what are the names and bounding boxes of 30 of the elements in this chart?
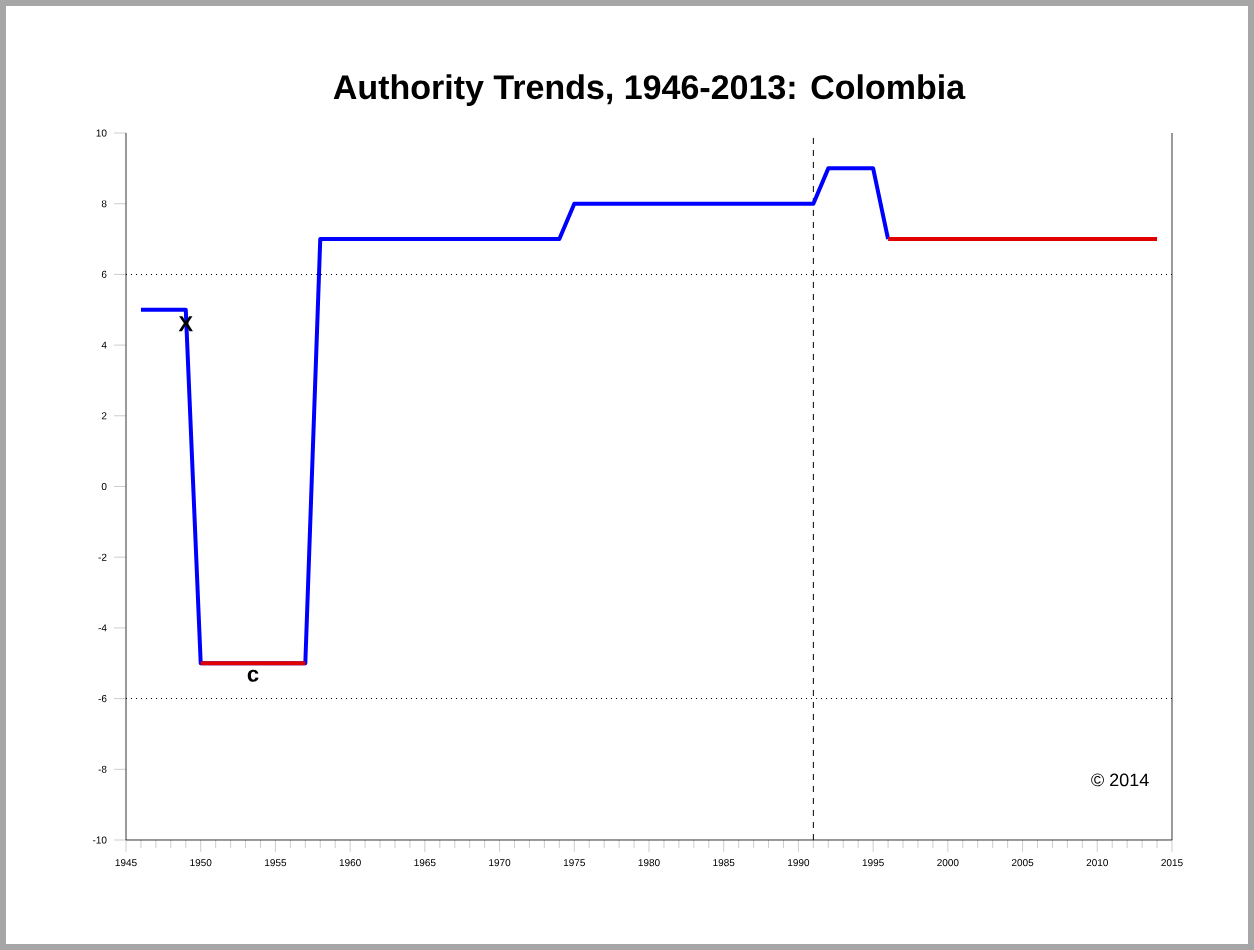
x-tick-label: 1960 (339, 859, 361, 867)
y-tick-label: -8 (98, 765, 107, 773)
x-tick-label: 1950 (190, 859, 212, 867)
y-tick-label: 6 (101, 270, 107, 278)
annotation: © 2014 (1091, 773, 1149, 787)
x-tick-label: 2005 (1011, 859, 1034, 867)
x-tick-label: 1985 (713, 859, 735, 867)
x-tick-label: 2010 (1086, 859, 1109, 867)
x-tick-label: 1970 (489, 859, 511, 867)
x-tick-label: 1955 (265, 859, 287, 867)
y-tick-label: -10 (92, 836, 107, 844)
y-tick-label: 2 (101, 412, 107, 420)
x-tick-label: 1965 (414, 859, 436, 867)
x-tick-label: 1980 (638, 859, 660, 867)
x-tick-label: 1990 (788, 859, 810, 867)
chart-title: Authority Trends, 1946-2013: Colombia (333, 74, 966, 106)
y-tick-label: -4 (98, 624, 107, 632)
annotation: c (247, 669, 259, 682)
x-tick-label: 2000 (937, 859, 959, 867)
x-tick-label: 1995 (862, 859, 884, 867)
y-tick-label: -6 (98, 695, 107, 703)
line-series (138, 166, 891, 666)
y-tick-label: 4 (101, 341, 107, 349)
x-tick-label: 1975 (563, 859, 585, 867)
y-tick-label: 10 (96, 129, 107, 137)
x-tick-label: 2015 (1161, 859, 1183, 867)
x-tick-label: 1945 (115, 859, 137, 867)
y-tick-label: 8 (101, 200, 107, 208)
y-tick-label: 0 (101, 482, 107, 491)
y-tick-label: -2 (98, 553, 107, 561)
